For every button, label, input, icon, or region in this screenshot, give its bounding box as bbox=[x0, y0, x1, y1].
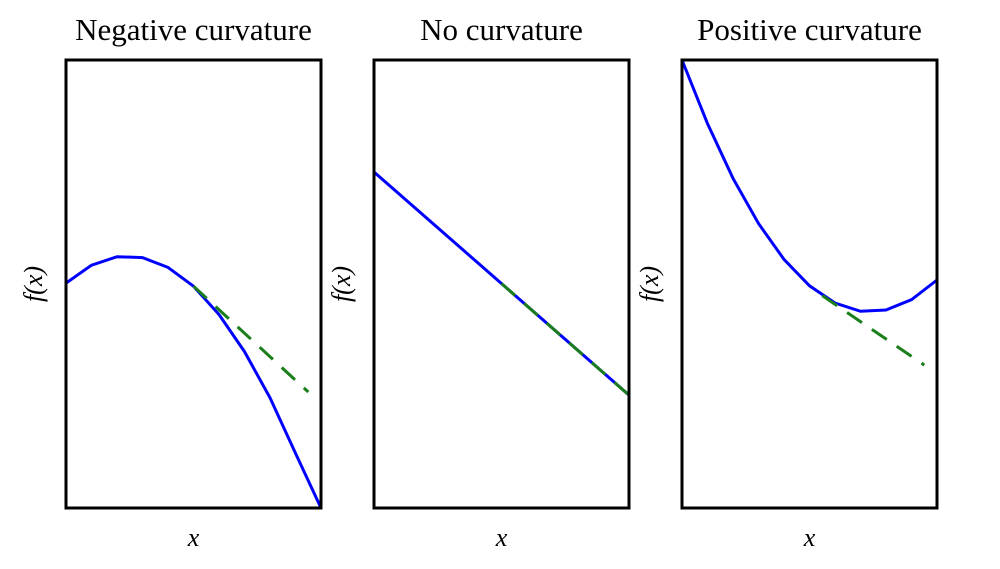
curve bbox=[65, 255, 323, 509]
tangent-line bbox=[821, 294, 926, 367]
y-axis-label: f(x) bbox=[635, 266, 664, 302]
tangent-line bbox=[192, 285, 310, 394]
x-axis-label: x bbox=[803, 523, 816, 552]
chart-title: No curvature bbox=[420, 12, 583, 47]
x-axis-label: x bbox=[495, 523, 508, 552]
chart-title: Negative curvature bbox=[75, 12, 312, 47]
curve bbox=[680, 59, 938, 313]
axes-frame bbox=[372, 58, 631, 510]
x-axis-label: x bbox=[187, 523, 200, 552]
y-axis-label: f(x) bbox=[19, 266, 48, 302]
y-axis-label: f(x) bbox=[327, 266, 356, 302]
curve bbox=[373, 170, 630, 397]
axes-frame bbox=[680, 58, 939, 510]
chart-title: Positive curvature bbox=[697, 12, 922, 47]
axes-frame bbox=[64, 58, 323, 510]
